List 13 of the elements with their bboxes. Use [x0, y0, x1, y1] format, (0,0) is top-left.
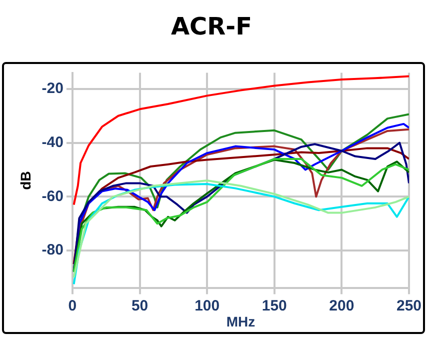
x-tick-label: 50 [131, 297, 148, 314]
x-tick-label: 150 [262, 297, 287, 314]
y-tick-label: -20 [42, 80, 64, 98]
chart-title: ACR-F [170, 12, 252, 41]
y-tick-label: -80 [42, 242, 64, 259]
x-tick-label: 100 [194, 297, 220, 314]
x-tick-label: 200 [329, 297, 354, 314]
y-axis-title: dB [17, 171, 34, 190]
x-axis-title: MHz [226, 313, 256, 330]
y-tick-label: -60 [42, 188, 64, 205]
x-tick-label: 0 [68, 297, 77, 314]
y-tick-label: -40 [42, 134, 64, 151]
x-tick-label: 250 [396, 297, 422, 314]
